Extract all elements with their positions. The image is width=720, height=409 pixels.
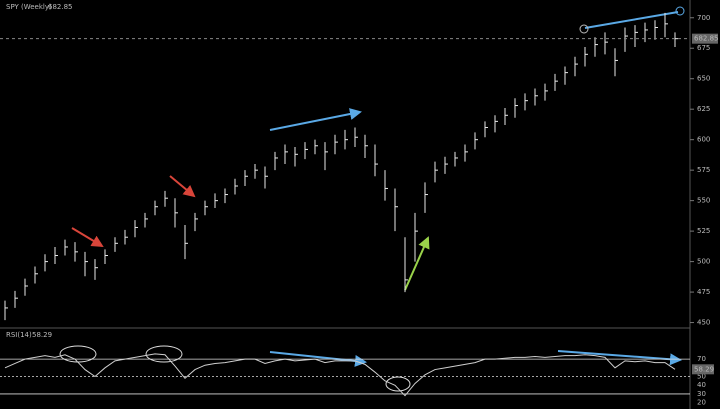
rsi-last-box [692,364,714,375]
y-tick-label: 525 [697,227,710,235]
y-tick-label: 650 [697,75,710,83]
chart-title: SPY (Weekly) [6,3,52,11]
circle [145,345,183,363]
annotations [59,6,685,392]
arrow [557,350,682,366]
arrow [269,108,362,131]
trend-line [584,11,679,29]
y-tick-label: 675 [697,44,710,52]
y-tick-label: 600 [697,136,710,144]
arrow [269,351,367,367]
circle [385,376,411,392]
arrow [169,175,196,198]
y-tick-label: 30 [697,390,706,398]
y-tick-label: 575 [697,166,710,174]
circle [579,24,589,34]
y-tick-label: 700 [697,14,710,22]
rsi-title: RSI(14) [6,331,32,339]
y-tick-label: 40 [697,381,706,389]
y-tick-label: 20 [697,399,706,407]
last-price-label: 682.85 [694,35,719,43]
rsi-line [4,353,676,397]
y-tick-label: 70 [697,355,706,363]
y-tick-label: 550 [697,197,710,205]
y-tick-label: 625 [697,105,710,113]
circle [59,345,97,363]
last-price-box [692,33,718,44]
y-tick-label: 50 [697,373,706,381]
y-tick-label: 475 [697,288,710,296]
last-price: 682.85 [48,3,73,11]
y-tick-label: 450 [697,319,710,327]
arrow [71,227,104,248]
rsi-last-label: 58.29 [694,365,714,373]
y-tick-label: 500 [697,258,710,266]
rsi-last: 58.29 [32,331,52,339]
arrow [404,236,430,291]
circle [675,6,685,16]
